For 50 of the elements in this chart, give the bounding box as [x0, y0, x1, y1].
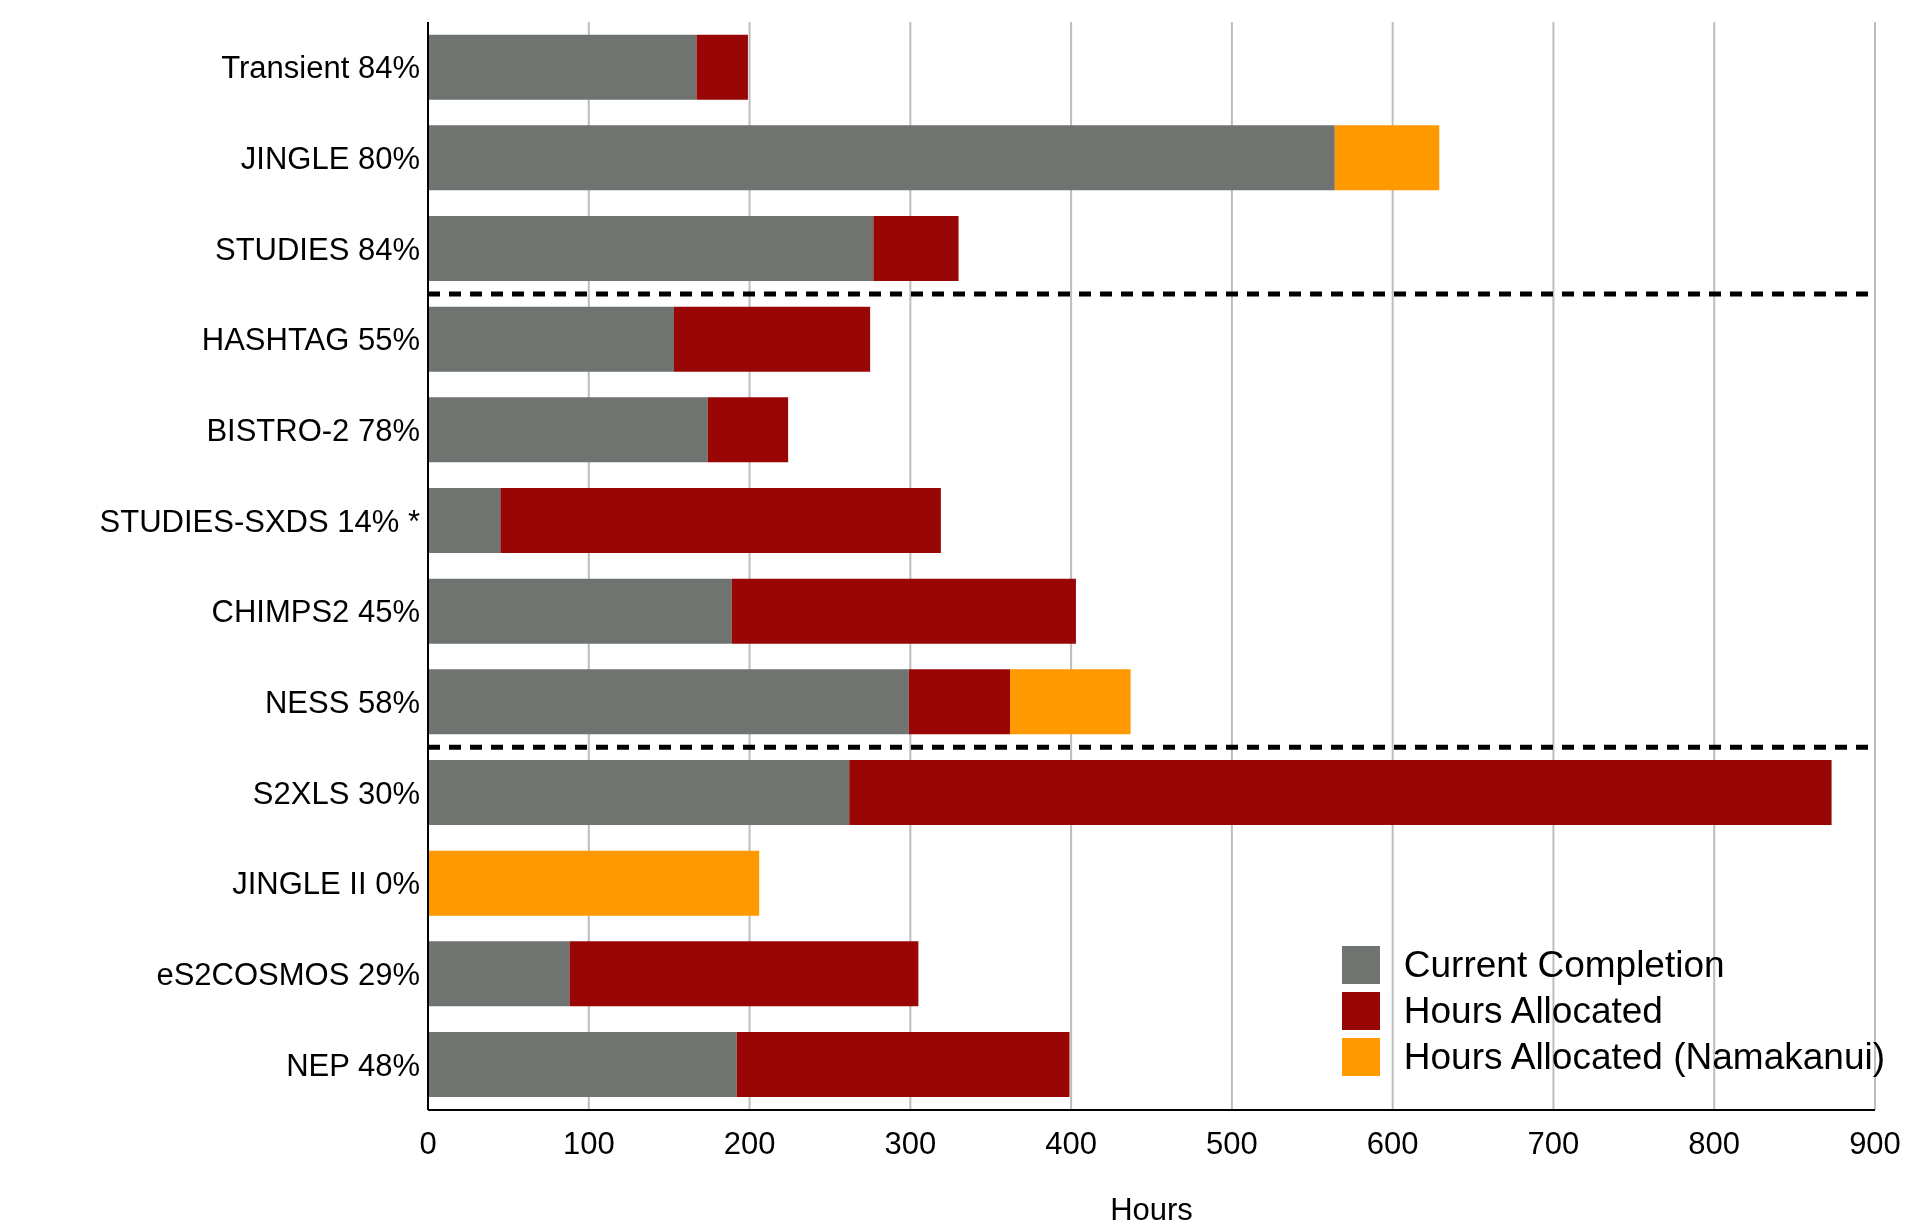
bar [428, 488, 501, 554]
bar [1010, 669, 1131, 735]
bar [428, 397, 708, 463]
bar [428, 34, 697, 100]
bar [428, 125, 1335, 191]
x-tick-label: 0 [419, 1126, 437, 1162]
x-tick-label: 900 [1849, 1126, 1901, 1162]
bar [873, 216, 959, 282]
bar [1334, 125, 1440, 191]
y-tick-label: CHIMPS2 45% [211, 594, 420, 630]
x-tick-label: 400 [1045, 1126, 1097, 1162]
x-tick-label: 700 [1527, 1126, 1580, 1162]
legend-label: Hours Allocated [1403, 990, 1663, 1032]
legend-label: Current Completion [1403, 944, 1725, 986]
y-tick-label: S2XLS 30% [252, 775, 420, 811]
x-tick-label: 300 [884, 1126, 937, 1162]
y-tick-label: NEP 48% [286, 1047, 420, 1083]
bar [908, 669, 1011, 735]
y-tick-label: JINGLE II 0% [232, 866, 420, 902]
bar [673, 306, 871, 372]
bar [696, 34, 748, 100]
x-tick-label: 600 [1366, 1126, 1419, 1162]
bar [736, 1032, 1070, 1098]
bar [428, 216, 874, 282]
y-tick-label: eS2COSMOS 29% [156, 957, 420, 993]
bar [707, 397, 789, 463]
x-tick-label: 800 [1688, 1126, 1741, 1162]
bar [428, 850, 760, 916]
y-tick-label: BISTRO-2 78% [206, 413, 420, 449]
y-tick-label: NESS 58% [264, 685, 420, 721]
x-axis-title: Hours [1110, 1192, 1193, 1227]
bar [428, 578, 732, 644]
y-tick-label: HASHTAG 55% [201, 322, 420, 358]
bar [428, 306, 674, 372]
bar [731, 578, 1076, 644]
y-tick-label: Transient 84% [221, 50, 420, 86]
y-tick-label: JINGLE 80% [240, 141, 420, 177]
bar [428, 760, 850, 826]
bar [569, 941, 919, 1007]
x-tick-label: 100 [562, 1126, 615, 1162]
bar [428, 941, 570, 1007]
y-tick-label: STUDIES 84% [214, 231, 420, 267]
y-tick-label: STUDIES-SXDS 14% * [99, 503, 420, 539]
bar [849, 760, 1832, 826]
bar [428, 1032, 737, 1098]
x-tick-label: 200 [723, 1126, 776, 1162]
x-tick-label: 500 [1206, 1126, 1258, 1162]
legend-label: Hours Allocated (Namakanui) [1403, 1036, 1885, 1078]
bar [500, 488, 941, 554]
bar [428, 669, 909, 735]
